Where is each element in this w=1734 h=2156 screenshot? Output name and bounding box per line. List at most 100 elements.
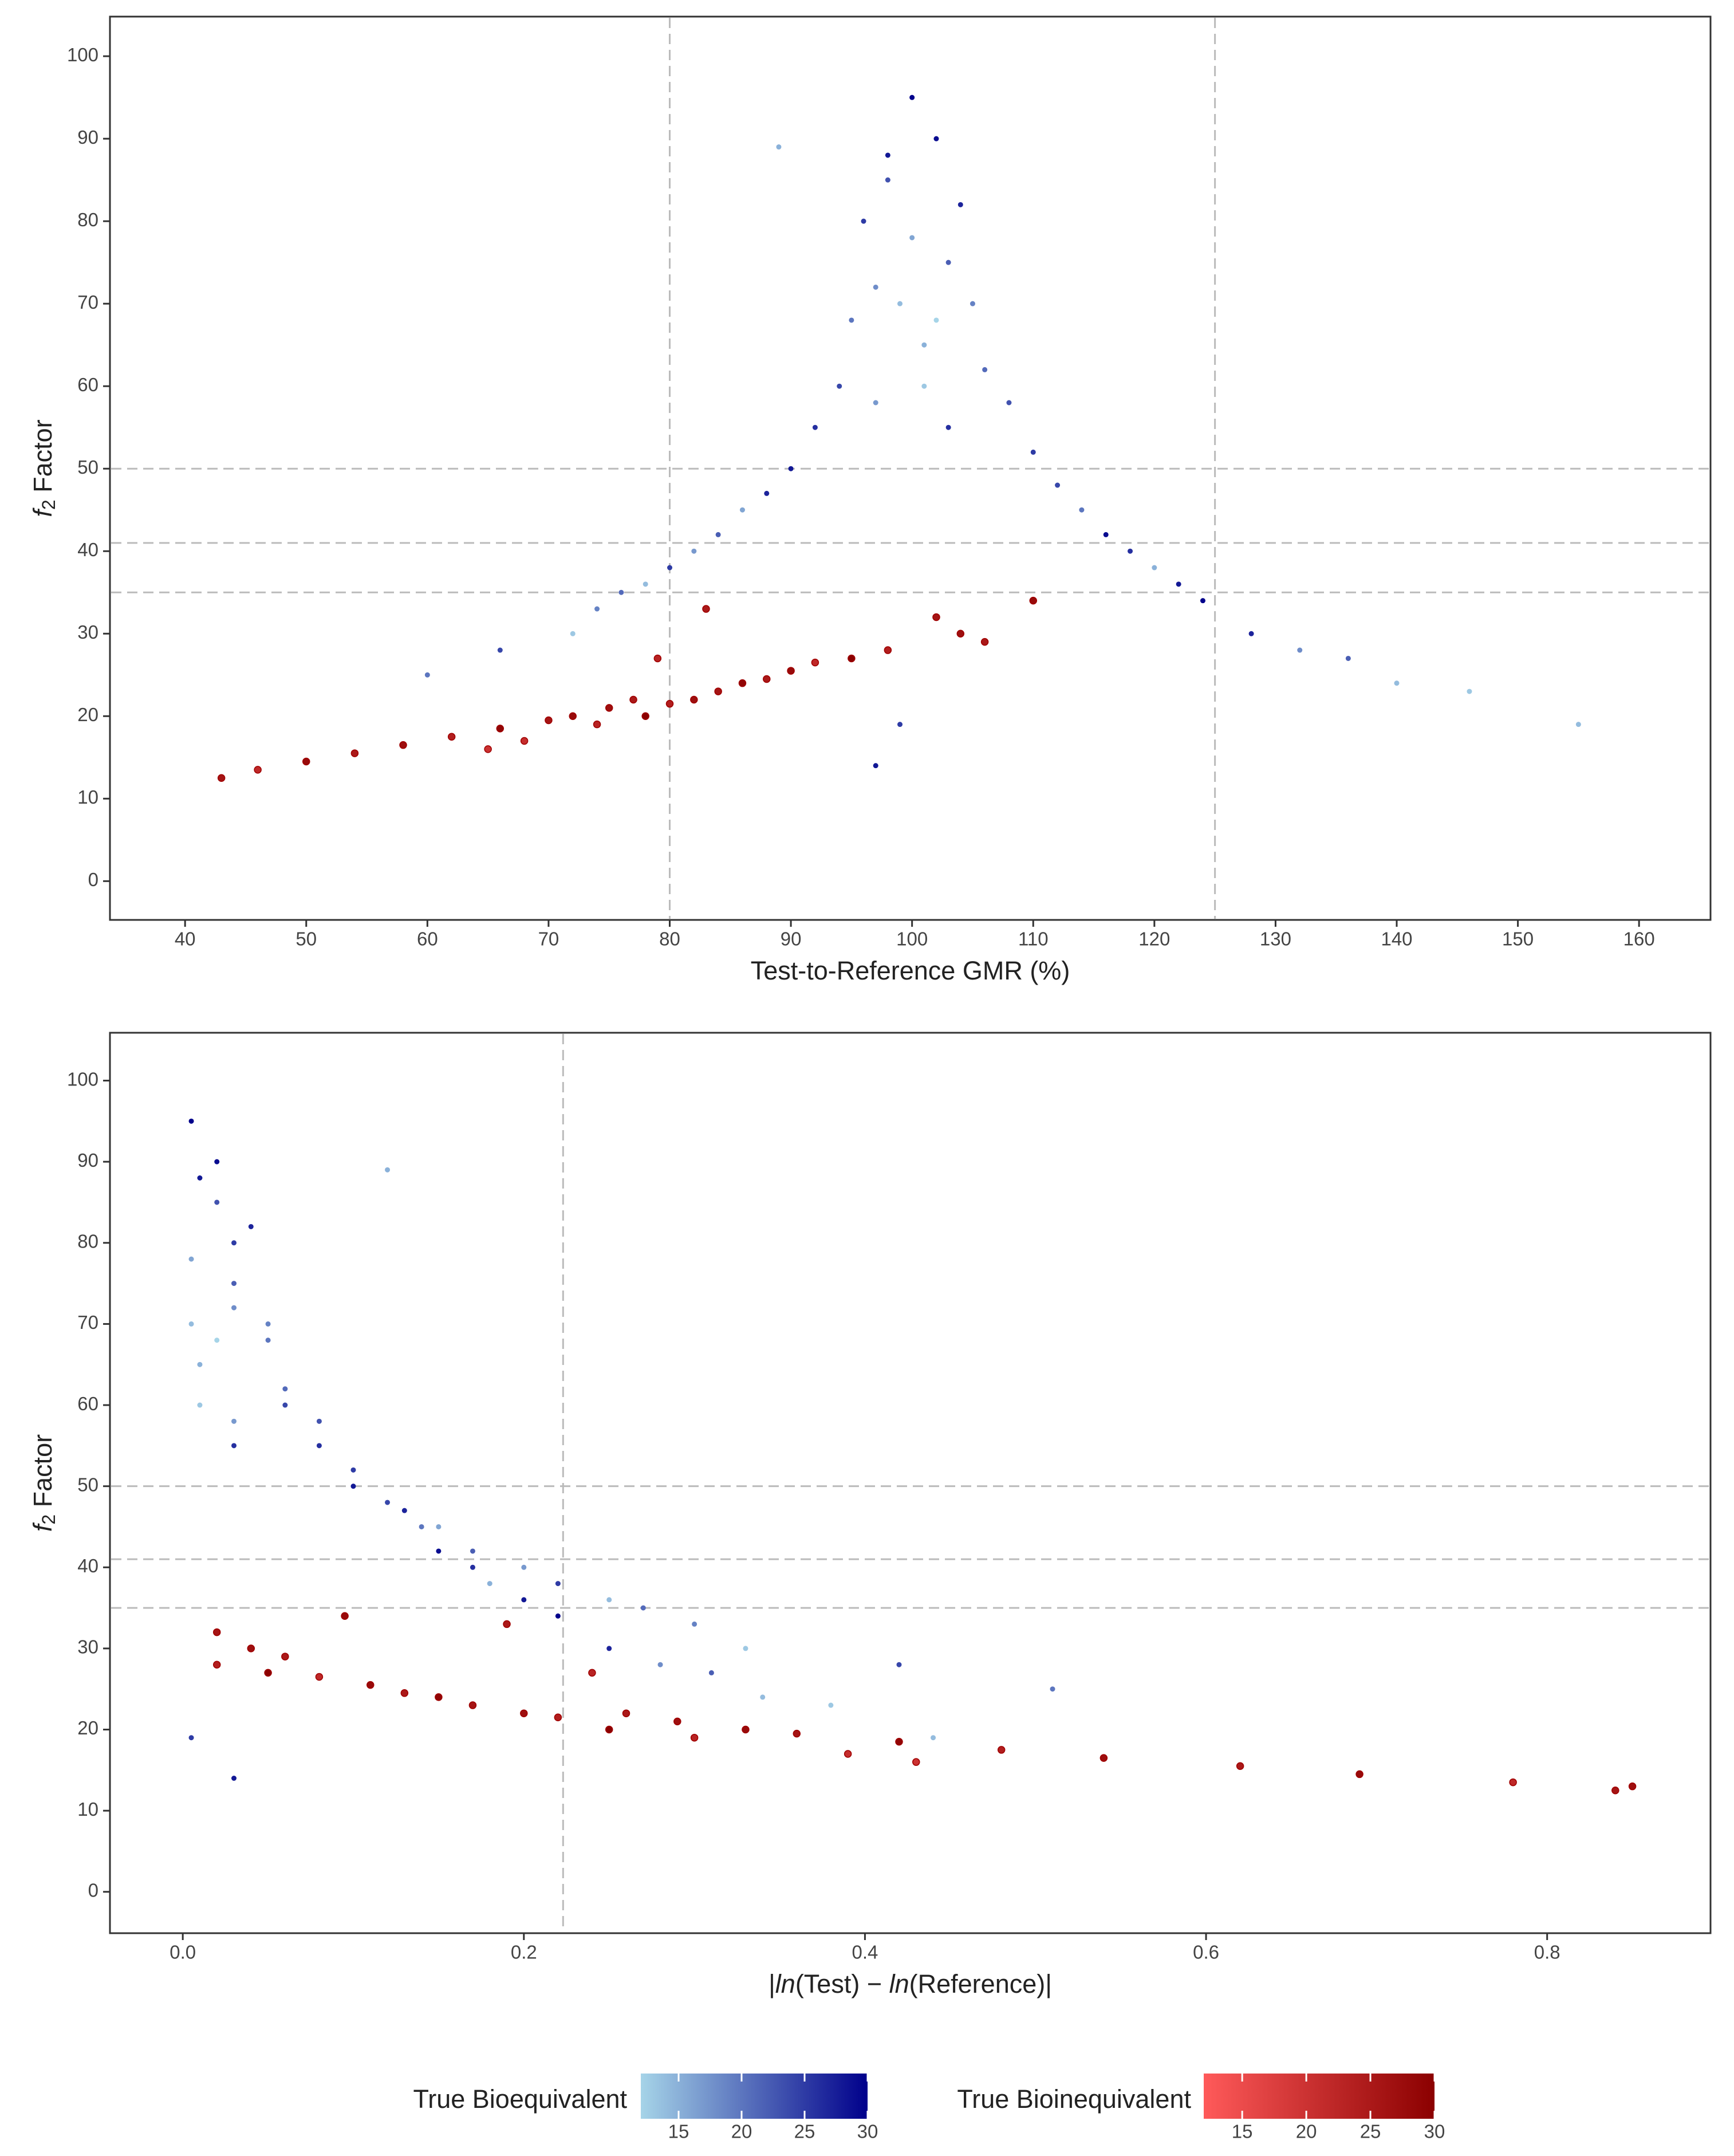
scatter-point [588,1669,596,1677]
scatter-point [739,507,745,513]
scatter-point [231,1418,237,1424]
scatter-point [848,654,856,663]
x-tick-label: 0.8 [1534,1942,1560,1963]
scatter-point [1345,655,1351,661]
scatter-point [1200,598,1205,604]
scatter-point [188,1735,194,1741]
scatter-point [1029,596,1038,605]
y-axis-title-part: 2 [38,1514,59,1525]
scatter-point [641,712,649,721]
scatter-point [316,1418,322,1424]
scatter-point [447,733,456,741]
scatter-point [212,1628,221,1636]
scatter-point [873,400,878,406]
scatter-point [811,658,819,667]
scatter-point [247,1644,255,1653]
scatter-point [921,342,927,348]
scatter-point [956,630,965,638]
scatter-point [690,1733,699,1742]
y-tick-label: 30 [77,1636,98,1658]
scatter-point [667,565,673,571]
scatter-point [231,1305,237,1311]
color-bar-label: 15 [1232,2121,1253,2142]
scatter-point [197,1175,203,1181]
scatter-point [605,704,613,712]
scatter-point [265,1337,271,1343]
scatter-point [1055,482,1061,488]
scatter-point [1509,1778,1517,1787]
scatter-point [714,687,722,695]
x-tick-label: 0.2 [511,1942,537,1963]
color-bar-label: 25 [1360,2121,1381,2142]
scatter-point [1152,565,1157,571]
y-tick-label: 100 [67,1068,98,1089]
scatter-point [569,712,577,721]
x-axis-title-part: Test-to-Reference GMR (%) [751,956,1070,985]
scatter-point [1079,507,1085,513]
scatter-point [921,383,927,389]
scatter-point [350,1484,356,1489]
y-axis-title-part: Factor [28,419,57,499]
scatter-point [555,1613,561,1619]
x-tick-label: 0.4 [852,1942,878,1963]
scatter-point [692,1621,697,1627]
scatter-point [606,1646,612,1651]
color-bar-label: 15 [668,2121,689,2142]
scatter-point [1128,548,1133,554]
scatter-point [366,1681,375,1689]
x-tick-label: 160 [1623,929,1655,950]
scatter-point [605,1725,613,1734]
scatter-point [997,1746,1006,1754]
scatter-point [861,218,866,224]
scatter-point [640,1605,646,1611]
x-tick-label: 70 [538,929,559,950]
scatter-point [188,1256,194,1262]
scatter-point [555,1581,561,1587]
scatter-point [217,774,226,782]
scatter-point [665,699,674,708]
scatter-point [1248,631,1254,636]
scatter-point [764,490,770,496]
scatter-point [787,667,795,675]
scatter-point [1050,1686,1055,1692]
scatter-point [401,1508,407,1513]
color-bar-label: 20 [1296,2121,1317,2142]
scatter-point [593,720,601,729]
x-axis-title-part: ln [889,1969,909,1998]
y-tick-label: 50 [77,457,98,478]
scatter-point [909,95,915,100]
y-tick-label: 70 [77,292,98,313]
scatter-point [231,1776,237,1781]
y-tick-label: 20 [77,1717,98,1738]
x-tick-label: 140 [1381,929,1412,950]
legend-title: True Bioinequivalent [957,2084,1191,2114]
scatter-point [264,1669,272,1677]
x-axis-title-part: (Reference)| [909,1969,1052,1998]
scatter-point [837,383,842,389]
scatter-point [436,1548,442,1554]
scatter-point [793,1729,801,1738]
scatter-point [1575,722,1581,727]
y-tick-label: 60 [77,374,98,395]
x-axis-title: Test-to-Reference GMR (%) [751,956,1070,985]
scatter-point [281,1653,289,1661]
scatter-point [497,647,503,653]
scatter-point [828,1702,834,1708]
scatter-point [933,317,939,323]
scatter-point [606,1597,612,1603]
scatter-point [1103,532,1109,537]
scatter-point [316,1443,322,1449]
y-tick-label: 90 [77,1150,98,1171]
scatter-point [885,177,890,183]
x-tick-label: 110 [1018,929,1049,950]
scatter-point [341,1612,349,1620]
x-tick-label: 50 [295,929,317,950]
scatter-point [554,1713,562,1722]
y-axis-title: f2 Factor [28,1434,60,1532]
scatter-point [1176,581,1181,587]
scatter-point [629,695,637,704]
color-bar-label: 30 [1424,2121,1445,2142]
scatter-point [691,548,697,554]
scatter-point [657,1662,663,1667]
